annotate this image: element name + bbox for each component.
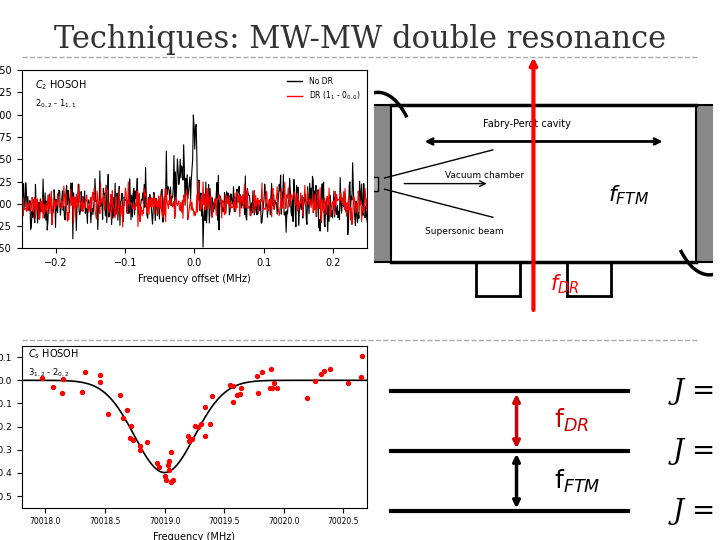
Point xyxy=(342,379,354,388)
Point xyxy=(162,461,174,469)
Point xyxy=(264,383,276,392)
Text: J = 1: J = 1 xyxy=(672,437,720,464)
Point xyxy=(266,384,278,393)
Point xyxy=(168,476,179,484)
Point xyxy=(204,420,216,429)
Point xyxy=(207,392,218,401)
Legend: No DR, DR (1$_1$ - 0$_{0,0}$): No DR, DR (1$_1$ - 0$_{0,0}$) xyxy=(284,74,364,105)
Point xyxy=(189,421,201,430)
Point xyxy=(310,377,321,386)
Point xyxy=(114,390,126,399)
Point xyxy=(325,365,336,374)
Point xyxy=(192,423,204,431)
Point xyxy=(94,371,106,380)
Point xyxy=(117,414,129,423)
Text: f$_{DR}$: f$_{DR}$ xyxy=(554,407,589,434)
Point xyxy=(183,436,194,445)
Point xyxy=(256,368,268,377)
Text: $f_{DR}$: $f_{DR}$ xyxy=(550,272,580,296)
Point xyxy=(186,435,198,443)
Point xyxy=(182,431,194,440)
Point xyxy=(125,422,137,430)
Point xyxy=(121,406,132,414)
Bar xyxy=(358,177,378,191)
Point xyxy=(76,388,88,397)
Text: Vacuum chamber: Vacuum chamber xyxy=(446,171,525,180)
Point xyxy=(227,397,238,406)
Point xyxy=(268,378,279,387)
Point xyxy=(266,364,277,373)
Text: Supersonic beam: Supersonic beam xyxy=(425,227,504,236)
Text: Fabry-Perot cavity: Fabry-Perot cavity xyxy=(482,119,570,130)
Point xyxy=(302,393,313,402)
Point xyxy=(124,434,135,443)
Bar xyxy=(371,105,392,262)
Point xyxy=(199,403,211,411)
Point xyxy=(55,389,67,397)
Text: Techniques: MW-MW double resonance: Techniques: MW-MW double resonance xyxy=(54,24,666,55)
Point xyxy=(356,352,368,361)
Point xyxy=(102,410,114,418)
Point xyxy=(199,432,211,441)
Point xyxy=(127,435,139,444)
Point xyxy=(253,389,264,397)
Text: $3_{1,2}$ - $2_{0,2}$: $3_{1,2}$ - $2_{0,2}$ xyxy=(27,367,69,380)
Point xyxy=(165,448,176,456)
Point xyxy=(231,391,243,400)
Point xyxy=(58,375,69,383)
Point xyxy=(141,438,153,447)
Bar xyxy=(696,105,716,262)
Point xyxy=(153,463,165,471)
Point xyxy=(271,384,282,393)
Text: J = 0: J = 0 xyxy=(672,497,720,524)
X-axis label: Frequency (MHz): Frequency (MHz) xyxy=(153,532,235,540)
Point xyxy=(135,442,146,450)
Point xyxy=(315,370,327,379)
Point xyxy=(135,446,146,455)
Point xyxy=(166,477,177,486)
Text: $C_2$ HOSOH: $C_2$ HOSOH xyxy=(35,78,87,92)
Point xyxy=(159,472,171,481)
Point xyxy=(318,367,330,375)
Point xyxy=(95,377,107,386)
Point xyxy=(234,390,246,399)
Point xyxy=(163,457,174,465)
Point xyxy=(48,383,59,391)
Point xyxy=(195,420,207,429)
Text: $f_{FTM}$: $f_{FTM}$ xyxy=(608,183,649,207)
Point xyxy=(228,382,239,391)
Point xyxy=(160,475,171,484)
Point xyxy=(37,374,48,383)
Point xyxy=(355,373,366,382)
Point xyxy=(235,383,247,392)
Text: $2_{0,2}$ - $1_{1,1}$: $2_{0,2}$ - $1_{1,1}$ xyxy=(35,97,77,110)
Point xyxy=(151,458,163,467)
Point xyxy=(79,368,91,376)
Text: $C_s$ HOSOH: $C_s$ HOSOH xyxy=(27,347,78,361)
Text: f$_{FTM}$: f$_{FTM}$ xyxy=(554,468,600,495)
Point xyxy=(163,466,175,475)
Text: J = 2: J = 2 xyxy=(672,377,720,404)
Point xyxy=(224,380,235,389)
Point xyxy=(251,372,263,381)
X-axis label: Frequency offset (MHz): Frequency offset (MHz) xyxy=(138,274,251,284)
